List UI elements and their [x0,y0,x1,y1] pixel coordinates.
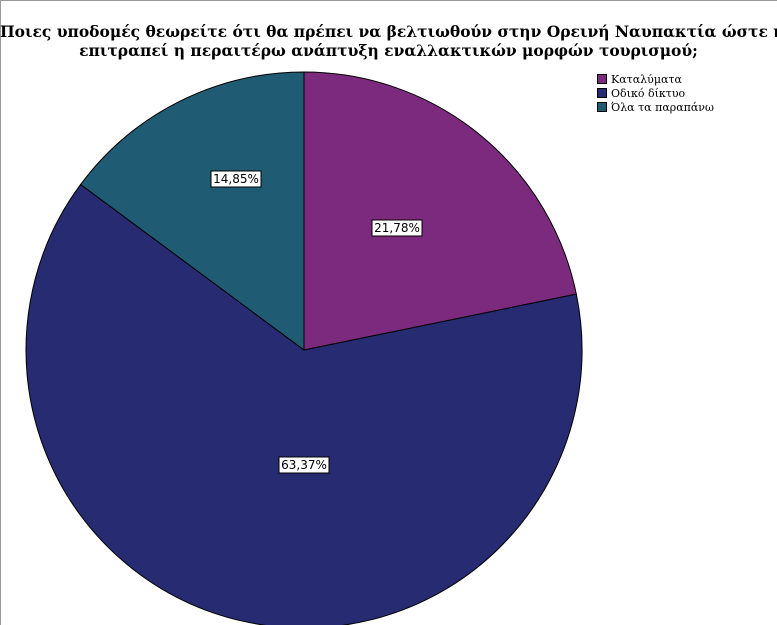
chart-title-line-1: Ποιες υποδομές θεωρείτε ότι θα πρέπει να… [0,22,777,41]
data-label-box-kataluma [371,219,423,237]
data-label-kataluma: 21,78% [371,219,423,237]
legend-swatch-odiko-diktuo [597,88,607,98]
pie-slice-kataluma [303,71,577,351]
legend-item-ola: Όλα τα παραπάνω [597,100,714,114]
legend-swatch-kataluma [597,74,607,84]
legend-label-ola: Όλα τα παραπάνω [611,100,714,114]
data-label-text-ola: 14,85% [213,172,259,186]
data-label-ola: 14,85% [210,170,262,188]
pie-slice-odiko-diktuo [25,183,583,625]
data-label-text-kataluma: 21,78% [374,221,420,235]
data-label-box-ola [210,170,262,188]
data-label-odiko-diktuo: 63,37% [278,456,330,474]
legend: Καταλύματα Οδικό δίκτυο Όλα τα παραπάνω [597,72,714,114]
legend-label-kataluma: Καταλύματα [611,72,682,86]
legend-item-odiko-diktuo: Οδικό δίκτυο [597,86,714,100]
legend-swatch-ola [597,102,607,112]
pie-slice-ola [79,71,305,351]
legend-label-odiko-diktuo: Οδικό δίκτυο [611,86,686,100]
legend-item-kataluma: Καταλύματα [597,72,714,86]
chart-title-line-2: επιτραπεί η περαιτέρω ανάπτυξη εναλλακτι… [79,41,698,60]
chart-title: Ποιες υποδομές θεωρείτε ότι θα πρέπει να… [0,22,777,60]
data-label-text-odiko-diktuo: 63,37% [281,458,327,472]
data-label-box-odiko-diktuo [278,456,330,474]
